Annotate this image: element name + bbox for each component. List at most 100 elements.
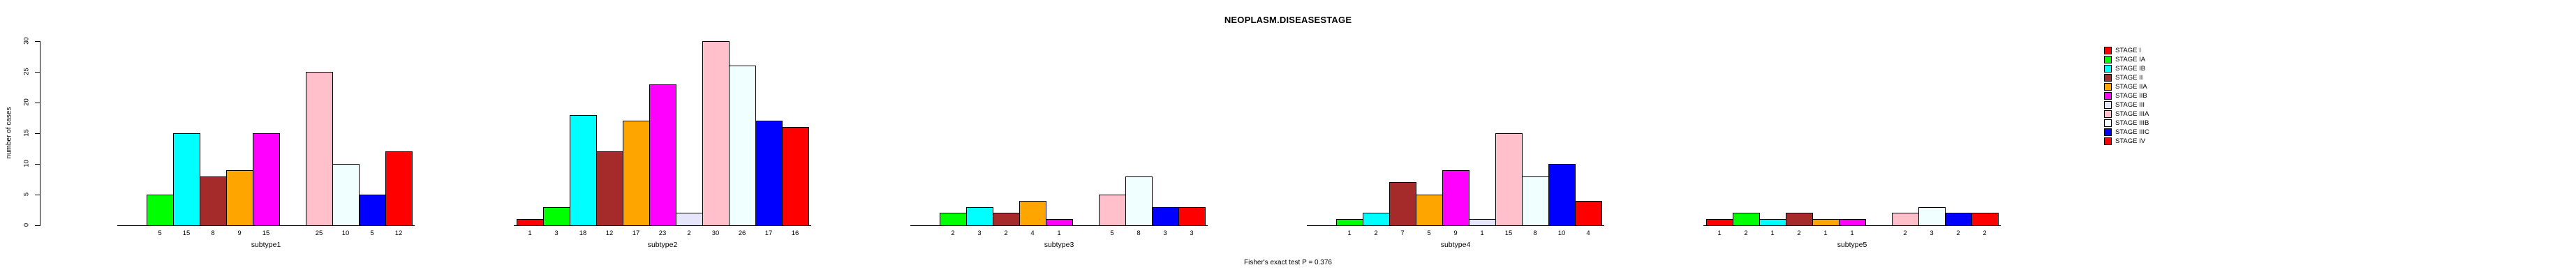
bar-value-label: 10 (1557, 229, 1566, 237)
bar (993, 213, 1020, 226)
y-tick-label: 5 (22, 192, 31, 197)
bar-value-label: 30 (711, 229, 720, 237)
bar (517, 219, 544, 226)
legend-label: STAGE IA (2115, 56, 2146, 63)
legend-swatch (2104, 47, 2112, 54)
bar-value-label: 4 (1030, 229, 1035, 237)
y-tick (35, 72, 40, 73)
bar-value-label: 1 (1057, 229, 1061, 237)
bar-value-label: 3 (1163, 229, 1167, 237)
bar-value-label: 4 (1586, 229, 1590, 237)
bar (306, 72, 333, 226)
bar (782, 127, 809, 226)
legend-swatch (2104, 101, 2112, 109)
bar-value-label: 25 (315, 229, 323, 237)
y-tick (35, 133, 40, 134)
bar (940, 213, 967, 226)
legend-swatch (2104, 92, 2112, 100)
bar-value-label: 2 (1903, 229, 1907, 237)
bar-value-label: 1 (1717, 229, 1722, 237)
y-tick-label: 10 (22, 160, 31, 167)
bar-value-label: 12 (394, 229, 403, 237)
bar (1548, 164, 1576, 226)
legend-label: STAGE IB (2115, 65, 2146, 73)
bar (1019, 201, 1046, 226)
legend-swatch (2104, 74, 2112, 82)
y-tick-label: 15 (22, 129, 31, 137)
bar-value-label: 5 (1427, 229, 1431, 237)
legend-swatch (2104, 56, 2112, 63)
bar (1363, 213, 1390, 226)
bar-value-label: 1 (1347, 229, 1352, 237)
bar (623, 121, 650, 226)
bar-value-label: 12 (605, 229, 614, 237)
bar (729, 66, 756, 226)
legend-swatch (2104, 65, 2112, 73)
bar (1945, 213, 1972, 226)
bar (359, 195, 386, 226)
y-tick-label: 0 (22, 223, 31, 227)
bar (1839, 219, 1866, 226)
bar-value-label: 10 (341, 229, 350, 237)
bar-value-label: 17 (764, 229, 773, 237)
bar (1336, 219, 1363, 226)
bar-value-label: 1 (1480, 229, 1484, 237)
bar-value-label: 2 (687, 229, 691, 237)
bar (543, 207, 570, 226)
legend-label: STAGE I (2115, 47, 2141, 54)
bar (1469, 219, 1496, 226)
bar (1786, 213, 1813, 226)
bar-value-label: 2 (1797, 229, 1801, 237)
bar (596, 151, 623, 226)
y-tick-label: 20 (22, 98, 31, 106)
bar-value-label: 3 (554, 229, 558, 237)
bar (1178, 207, 1206, 226)
bar (570, 115, 597, 226)
bar-value-label: 23 (658, 229, 667, 237)
legend-label: STAGE III (2115, 101, 2145, 109)
bar-value-label: 26 (738, 229, 746, 237)
legend-label: STAGE II (2115, 74, 2143, 82)
legend-label: STAGE IIIA (2115, 110, 2149, 118)
y-axis-label: number of cases (5, 107, 13, 159)
y-tick (35, 225, 40, 226)
bar-value-label: 9 (1453, 229, 1458, 237)
y-tick-label: 30 (22, 37, 31, 45)
group-label: subtype3 (1044, 241, 1074, 249)
bar-value-label: 2 (1956, 229, 1960, 237)
legend-label: STAGE IV (2115, 137, 2146, 145)
bar (173, 133, 200, 226)
y-tick (35, 41, 40, 42)
bar (676, 213, 703, 226)
bar-value-label: 2 (1004, 229, 1008, 237)
y-tick-label: 25 (22, 68, 31, 75)
legend-label: STAGE IIIC (2115, 128, 2149, 136)
bar (1918, 207, 1946, 226)
bar-value-label: 2 (951, 229, 955, 237)
bar (966, 207, 993, 226)
bar (1389, 182, 1416, 226)
group-label: subtype5 (1837, 241, 1867, 249)
bar (1416, 195, 1443, 226)
bar (755, 121, 783, 226)
legend-swatch (2104, 119, 2112, 127)
bar (200, 176, 227, 226)
bar (1971, 213, 1999, 226)
group-label: subtype4 (1440, 241, 1471, 249)
bar (1733, 213, 1760, 226)
group-label: subtype1 (251, 241, 281, 249)
bar (1099, 195, 1126, 226)
bar (385, 151, 413, 226)
legend-label: STAGE IIA (2115, 83, 2147, 91)
bar (1125, 176, 1153, 226)
bar-value-label: 8 (1533, 229, 1537, 237)
bar-value-label: 3 (1930, 229, 1934, 237)
bar-value-label: 9 (237, 229, 242, 237)
bar (253, 133, 280, 226)
bar (1046, 219, 1073, 226)
chart-title: NEOPLASM.DISEASESTAGE (1224, 15, 1352, 25)
y-tick (35, 164, 40, 165)
group-label: subtype2 (647, 241, 678, 249)
bar-value-label: 5 (370, 229, 374, 237)
